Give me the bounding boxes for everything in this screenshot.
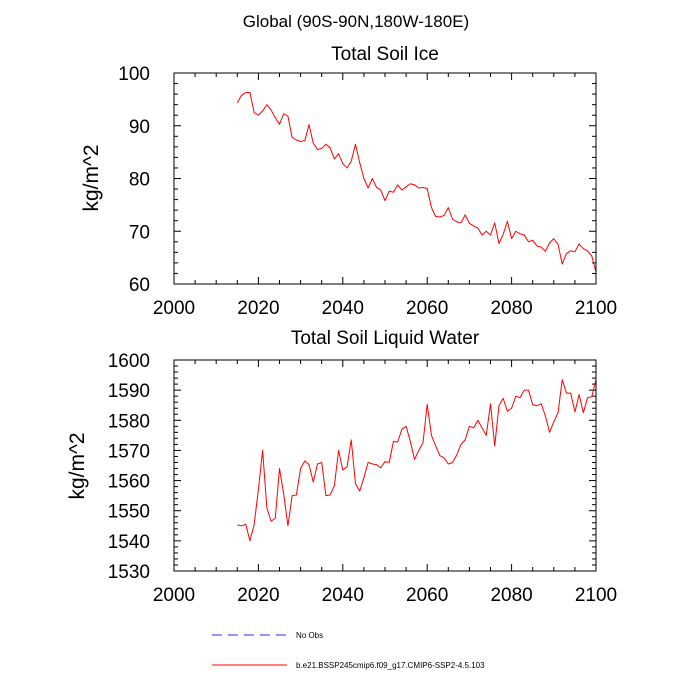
- y-tick-label: 1570: [108, 441, 150, 462]
- x-tick-label: 2000: [153, 298, 195, 319]
- y-tick-label: 1560: [108, 472, 150, 493]
- y-tick-label: 1540: [108, 532, 150, 553]
- legend-entry-no-obs: No Obs: [212, 631, 323, 640]
- legend-entry-model-run: b.e21.BSSP245cmip6.f09_g17.CMIP6-SSP2-4.…: [212, 661, 485, 670]
- y-axis-label-soil-ice: kg/m^2: [80, 144, 103, 211]
- series-group-soil-liquid-water: [237, 379, 597, 542]
- y-tick-label: 70: [129, 222, 150, 243]
- x-tick-label: 2100: [575, 298, 617, 319]
- y-tick-label: 90: [129, 117, 150, 138]
- x-tick-label: 2040: [322, 298, 364, 319]
- panel-soil-ice: Total Soil Ice kg/m^2 2000 2020 2040 2060 20…: [80, 44, 617, 319]
- x-tick-label: 2100: [575, 585, 617, 606]
- tick-labels-soil-liquid-water: 2000 2020 2040 2060 2080 2100 1530 1540 1550 1560…: [108, 351, 617, 606]
- plot-frame-soil-ice: [173, 72, 597, 285]
- x-tick-label: 2040: [322, 585, 364, 606]
- y-tick-label: 80: [129, 170, 150, 191]
- chart-title-soil-liquid-water: Total Soil Liquid Water: [291, 328, 480, 349]
- y-tick-label: 1530: [108, 562, 150, 583]
- x-tick-label: 2020: [237, 585, 279, 606]
- tick-marks-soil-liquid-water: [173, 359, 597, 572]
- y-tick-label: 100: [118, 64, 150, 85]
- y-tick-label: 1590: [108, 381, 150, 402]
- y-tick-label: 1600: [108, 351, 150, 372]
- series-line: [237, 379, 597, 542]
- y-tick-label: 60: [129, 275, 150, 296]
- x-tick-label: 2000: [153, 585, 195, 606]
- series-group-soil-ice: [236, 92, 597, 272]
- series-line: [236, 92, 597, 272]
- figure-supertitle: Global (90S-90N,180W-180E): [243, 12, 469, 31]
- y-tick-label: 1550: [108, 502, 150, 523]
- x-tick-label: 2020: [237, 298, 279, 319]
- tick-labels-soil-ice: 2000 2020 2040 2060 2080 2100 60 70 80 90 100: [118, 64, 617, 319]
- legend: No Obs b.e21.BSSP245cmip6.f09_g17.CMIP6-…: [212, 631, 485, 670]
- plot-frame-soil-liquid-water: [173, 359, 597, 572]
- legend-label-model-run: b.e21.BSSP245cmip6.f09_g17.CMIP6-SSP2-4.…: [296, 661, 485, 670]
- y-tick-label: 1580: [108, 411, 150, 432]
- x-tick-label: 2060: [406, 585, 448, 606]
- panel-soil-liquid-water: Total Soil Liquid Water kg/m^2 2000 2020 2…: [66, 328, 617, 606]
- x-tick-label: 2080: [490, 298, 532, 319]
- tick-marks-soil-ice: [173, 72, 597, 285]
- x-tick-label: 2060: [406, 298, 448, 319]
- legend-label-no-obs: No Obs: [296, 631, 323, 640]
- y-axis-label-soil-liquid-water: kg/m^2: [66, 432, 89, 499]
- x-tick-label: 2080: [490, 585, 532, 606]
- chart-title-soil-ice: Total Soil Ice: [331, 44, 439, 65]
